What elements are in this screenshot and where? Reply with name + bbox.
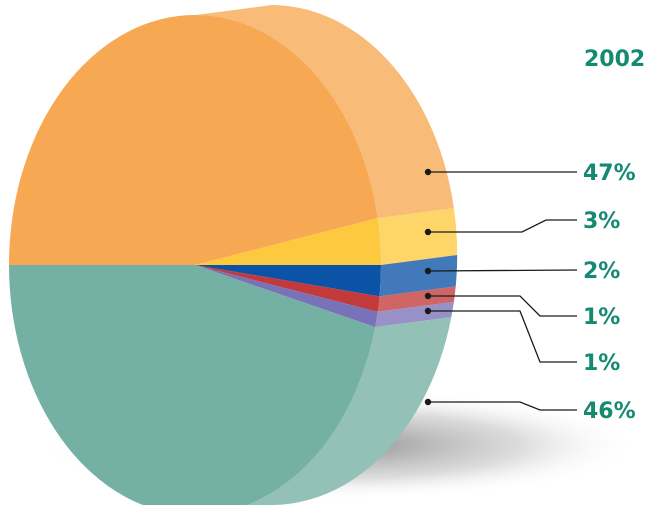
pie-slice-4 <box>195 265 378 328</box>
pie-edge-4 <box>375 301 454 328</box>
data-label-2: 2% <box>583 259 620 284</box>
data-label-3: 1% <box>583 305 620 330</box>
leader-line-2 <box>427 269 578 272</box>
leader-line-4 <box>428 310 577 363</box>
data-label-4: 1% <box>583 351 620 376</box>
pie-slice-0 <box>9 15 378 266</box>
data-label-1: 3% <box>583 209 620 234</box>
chart-title: 2002 <box>584 47 645 72</box>
pie-edge-3 <box>377 286 456 312</box>
pie-edge-1 <box>377 208 458 265</box>
data-label-5: 46% <box>583 399 636 424</box>
leader-line-1 <box>428 219 577 233</box>
data-label-0: 47% <box>583 161 636 186</box>
leader-line-3 <box>428 295 577 317</box>
pie-edge-2 <box>379 255 458 297</box>
pie-slice-1 <box>195 218 381 265</box>
pie-slice-2 <box>195 265 381 297</box>
pie-edge-5 <box>246 317 452 505</box>
data-labels: 47% 3% 2% 1% 1% 46% <box>583 161 636 424</box>
leader-lines <box>424 168 578 411</box>
pie-edge-0 <box>195 5 454 219</box>
leader-line-5 <box>428 401 577 411</box>
pie-slices <box>9 15 381 505</box>
pie-edges <box>195 5 458 505</box>
pie-slice-5 <box>9 265 376 505</box>
pie-slice-3 <box>195 265 380 312</box>
